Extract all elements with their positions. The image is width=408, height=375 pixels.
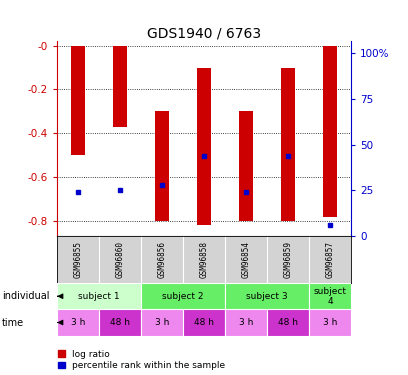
Bar (309, 309, 351, 336)
Bar (155, 111, 169, 221)
Bar (323, 46, 337, 216)
Text: GSM96860: GSM96860 (115, 241, 124, 278)
Text: subject
4: subject 4 (313, 286, 346, 306)
Bar (99, 309, 141, 336)
Bar (183, 309, 225, 336)
Text: subject 2: subject 2 (162, 292, 204, 301)
Text: GSM96858: GSM96858 (200, 241, 208, 278)
Bar (141, 283, 225, 309)
Text: GSM96859: GSM96859 (284, 241, 293, 278)
Bar (309, 283, 351, 309)
Bar (239, 111, 253, 221)
Bar (267, 309, 309, 336)
Text: GSM96854: GSM96854 (242, 241, 251, 278)
Text: individual: individual (2, 291, 49, 301)
Text: GSM96857: GSM96857 (326, 241, 335, 278)
Bar (225, 283, 309, 309)
Title: GDS1940 / 6763: GDS1940 / 6763 (147, 26, 261, 40)
Text: 3 h: 3 h (239, 318, 253, 327)
Text: 48 h: 48 h (110, 318, 130, 327)
Bar (281, 68, 295, 221)
Bar (113, 46, 127, 127)
Bar (71, 46, 85, 155)
Bar (57, 309, 99, 336)
Text: 48 h: 48 h (278, 318, 298, 327)
Bar (225, 309, 267, 336)
Text: subject 1: subject 1 (78, 292, 120, 301)
Bar (197, 68, 211, 225)
Text: GSM96856: GSM96856 (157, 241, 166, 278)
Text: 3 h: 3 h (71, 318, 85, 327)
Text: time: time (2, 318, 24, 327)
Text: 3 h: 3 h (323, 318, 337, 327)
Bar (141, 309, 183, 336)
Text: 48 h: 48 h (194, 318, 214, 327)
Text: GSM96855: GSM96855 (73, 241, 82, 278)
Legend: log ratio, percentile rank within the sample: log ratio, percentile rank within the sa… (58, 350, 225, 370)
Bar (57, 283, 141, 309)
Text: subject 3: subject 3 (246, 292, 288, 301)
Text: 3 h: 3 h (155, 318, 169, 327)
